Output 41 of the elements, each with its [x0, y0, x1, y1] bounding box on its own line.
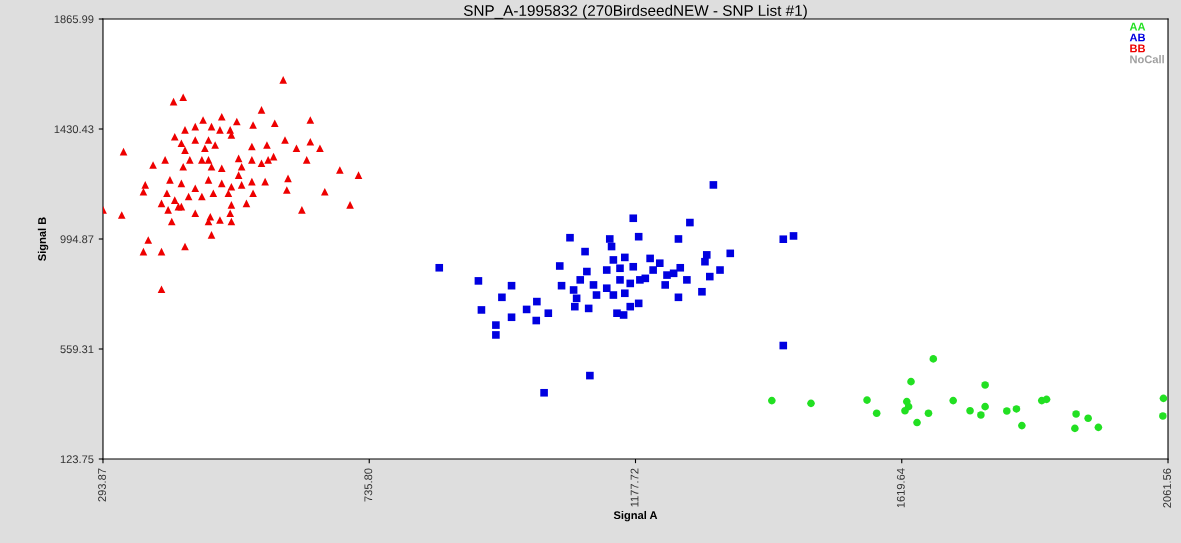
text: AA	[1129, 22, 1146, 31]
y-tick-label: 994.87	[60, 235, 94, 244]
chart-title: SNP_A-1995832 (270BirdseedNEW - SNP List #1)	[463, 4, 807, 19]
point	[1018, 421, 1026, 430]
point	[1094, 423, 1103, 432]
point	[966, 406, 974, 415]
point	[1159, 412, 1167, 420]
text: AB	[1129, 33, 1146, 42]
point	[1071, 424, 1079, 433]
x-axis-title: Signal A	[613, 510, 658, 522]
point	[872, 409, 881, 418]
point	[901, 406, 909, 415]
point	[863, 396, 871, 404]
point	[924, 409, 933, 418]
y-axis-title: Signal B	[37, 217, 49, 261]
y-tick-label: 559.31	[60, 345, 94, 354]
x-tick-label: 1177.72	[630, 468, 639, 507]
legend-label: NoCall	[1130, 55, 1164, 64]
point	[768, 396, 776, 405]
point	[1084, 414, 1092, 423]
point	[807, 399, 815, 408]
point	[981, 381, 989, 389]
x-tick-label: 735.80	[364, 468, 373, 502]
point	[1042, 395, 1051, 404]
y-tick-label: 123.75	[60, 455, 94, 464]
y-tick-label: 1865.99	[54, 15, 94, 24]
y-tick-label: 1430.43	[54, 125, 94, 134]
point	[913, 418, 921, 427]
text: BB	[1130, 44, 1146, 53]
point	[981, 402, 989, 411]
point	[1012, 405, 1021, 413]
point	[977, 411, 985, 419]
point	[907, 377, 915, 386]
point	[1003, 407, 1011, 415]
point	[949, 396, 957, 405]
point	[1159, 394, 1168, 403]
point	[1072, 410, 1080, 418]
x-tick-label: 2061.56	[1163, 468, 1171, 508]
x-tick-label: 293.87	[98, 468, 106, 502]
point	[929, 355, 938, 363]
x-tick-label: 1619.64	[896, 468, 905, 508]
